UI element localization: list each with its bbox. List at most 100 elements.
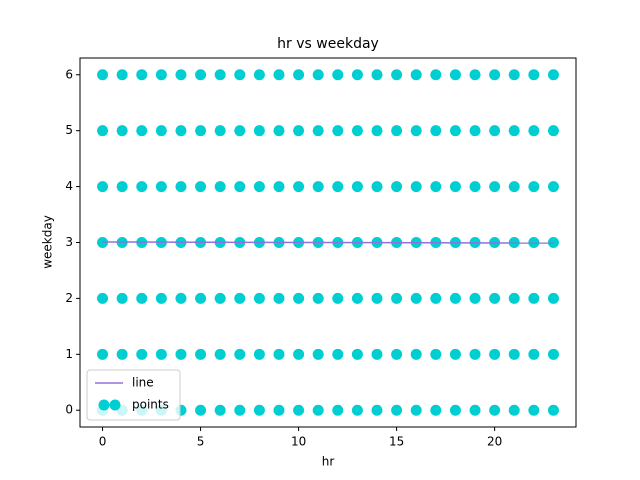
- point: [97, 348, 109, 360]
- point: [371, 181, 383, 193]
- point: [175, 181, 187, 193]
- y-axis-label: weekday: [41, 215, 55, 269]
- point: [97, 69, 109, 81]
- point: [273, 125, 285, 137]
- point: [371, 125, 383, 137]
- point: [430, 348, 442, 360]
- point: [449, 125, 461, 137]
- point: [371, 348, 383, 360]
- point: [489, 404, 501, 416]
- point: [410, 292, 422, 304]
- x-tick-label: 0: [99, 435, 107, 449]
- point: [528, 348, 540, 360]
- point: [97, 292, 109, 304]
- point: [430, 404, 442, 416]
- point: [253, 404, 265, 416]
- point: [508, 292, 520, 304]
- point: [469, 348, 481, 360]
- y-tick-label: 1: [65, 347, 73, 361]
- point: [273, 292, 285, 304]
- point: [116, 69, 128, 81]
- point: [155, 292, 167, 304]
- point: [547, 69, 559, 81]
- point: [469, 181, 481, 193]
- point: [155, 69, 167, 81]
- point: [273, 69, 285, 81]
- point: [508, 404, 520, 416]
- point: [528, 181, 540, 193]
- point: [195, 348, 207, 360]
- point: [410, 348, 422, 360]
- point: [136, 181, 148, 193]
- point: [391, 348, 403, 360]
- point: [449, 292, 461, 304]
- point: [449, 181, 461, 193]
- y-tick-label: 4: [65, 179, 73, 193]
- point: [175, 292, 187, 304]
- point: [508, 348, 520, 360]
- x-tick-label: 20: [487, 435, 502, 449]
- point: [175, 348, 187, 360]
- point: [351, 348, 363, 360]
- point: [312, 292, 324, 304]
- legend-label: line: [132, 376, 154, 390]
- point: [547, 404, 559, 416]
- point: [195, 292, 207, 304]
- point: [489, 181, 501, 193]
- point: [528, 292, 540, 304]
- point: [332, 125, 344, 137]
- point: [410, 404, 422, 416]
- point: [332, 404, 344, 416]
- point: [214, 292, 226, 304]
- x-tick-label: 15: [389, 435, 404, 449]
- point: [410, 125, 422, 137]
- point: [332, 292, 344, 304]
- y-tick-label: 0: [65, 403, 73, 417]
- legend-swatch: [109, 399, 121, 411]
- point: [234, 181, 246, 193]
- point: [410, 69, 422, 81]
- point: [234, 404, 246, 416]
- point: [195, 181, 207, 193]
- y-tick-label: 2: [65, 291, 73, 305]
- point: [410, 181, 422, 193]
- x-axis-label: hr: [322, 455, 335, 469]
- point: [449, 404, 461, 416]
- point: [489, 292, 501, 304]
- point: [391, 69, 403, 81]
- point: [391, 181, 403, 193]
- point: [253, 292, 265, 304]
- y-tick-label: 6: [65, 67, 73, 81]
- point: [430, 125, 442, 137]
- point: [136, 125, 148, 137]
- point: [391, 404, 403, 416]
- point: [430, 292, 442, 304]
- point: [351, 125, 363, 137]
- point: [116, 292, 128, 304]
- x-tick-label: 10: [291, 435, 306, 449]
- point: [234, 348, 246, 360]
- point: [489, 69, 501, 81]
- point: [293, 125, 305, 137]
- point: [312, 69, 324, 81]
- point: [508, 181, 520, 193]
- point: [97, 181, 109, 193]
- y-tick-label: 3: [65, 235, 73, 249]
- point: [430, 181, 442, 193]
- point: [175, 125, 187, 137]
- point: [391, 125, 403, 137]
- plot-frame: [79, 57, 577, 428]
- point: [508, 125, 520, 137]
- point: [332, 181, 344, 193]
- point: [469, 404, 481, 416]
- point: [312, 348, 324, 360]
- point: [214, 181, 226, 193]
- point: [312, 404, 324, 416]
- point: [214, 69, 226, 81]
- point: [430, 69, 442, 81]
- point: [312, 125, 324, 137]
- point: [293, 292, 305, 304]
- point: [371, 404, 383, 416]
- x-tick-label: 5: [197, 435, 205, 449]
